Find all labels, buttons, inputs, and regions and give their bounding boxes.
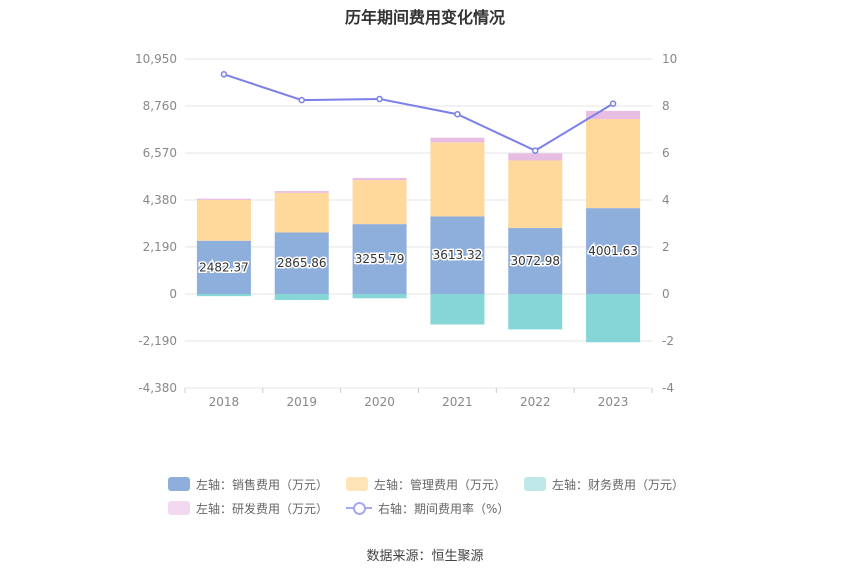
data-source: 数据来源：恒生聚源 [366, 549, 484, 564]
bar-segment-4-2018 [196, 198, 251, 200]
x-axis-category-label: 2018 [209, 395, 240, 409]
bar-segment-2-2021 [430, 142, 485, 217]
bar-segment-1-2020 [352, 224, 407, 294]
bar-data-label: 3072.98 [510, 254, 560, 268]
bar-segment-1-2022 [508, 228, 563, 294]
bar-data-label: 3255.79 [355, 252, 405, 266]
legend-item-rnd[interactable]: 左轴：研发费用（万元） [168, 500, 328, 517]
bar-segment-2-2023 [586, 119, 641, 209]
right-axis-tick-label: 4 [662, 193, 670, 207]
left-axis-tick-label: 10,950 [135, 52, 177, 66]
bar-segment-3-2022 [508, 294, 563, 330]
bar-segment-3-2021 [430, 294, 485, 325]
left-axis-tick-label: 6,570 [143, 146, 177, 160]
legend-label-admin: 左轴：管理费用（万元） [374, 477, 507, 492]
legend-label-rnd: 左轴：研发费用（万元） [196, 501, 329, 516]
rate-point [376, 95, 383, 103]
bar-segment-3-2020 [352, 294, 407, 299]
bar-segment-2-2022 [508, 160, 563, 229]
bar-segment-3-2018 [196, 294, 251, 297]
legend-item-sales[interactable]: 左轴：销售费用（万元） [168, 476, 328, 493]
legend-line-icon [346, 501, 373, 515]
left-axis-tick-label: 4,380 [143, 193, 177, 207]
left-axis-tick-label: -4,380 [138, 381, 177, 395]
bar-data-label: 2482.37 [199, 260, 249, 274]
right-axis-tick-label: 10 [662, 52, 677, 66]
legend-item-admin[interactable]: 左轴：管理费用（万元） [346, 476, 506, 493]
x-axis-category-label: 2021 [442, 395, 473, 409]
legend-swatch-admin [346, 477, 369, 491]
rate-point [532, 147, 539, 154]
x-axis-category-label: 2019 [286, 395, 317, 409]
left-axis-tick-label: 2,190 [143, 240, 177, 254]
legend-item-rate[interactable]: 右轴：期间费用率（%） [346, 500, 509, 517]
rate-point [220, 71, 228, 78]
legend-swatch-finance [524, 477, 547, 491]
bar-segment-4-2022 [508, 153, 563, 161]
legend-swatch-rnd [168, 501, 190, 515]
bar-segment-1-2018 [196, 240, 251, 294]
left-axis-tick-label: 0 [169, 287, 177, 301]
bar-segment-4-2019 [274, 191, 329, 193]
x-axis-category-label: 2023 [598, 395, 629, 409]
x-axis-category-label: 2020 [364, 395, 395, 409]
bar-data-label: 4001.63 [588, 244, 638, 258]
bar-segment-2-2018 [196, 199, 251, 241]
x-axis-category-label: 2022 [520, 395, 551, 409]
chart-legend: 左轴：销售费用（万元） 左轴：管理费用（万元） 左轴：财务费用（万元） 左轴：研… [168, 472, 708, 520]
bar-segment-2-2019 [274, 192, 329, 233]
bar-segment-1-2021 [430, 216, 485, 294]
bar-segment-3-2019 [274, 294, 329, 301]
right-axis-tick-label: -4 [662, 381, 674, 395]
right-axis-tick-label: 6 [662, 146, 670, 160]
left-axis-tick-label: 8,760 [143, 99, 177, 113]
bar-data-label: 3613.32 [433, 248, 483, 262]
right-axis-tick-label: 2 [662, 240, 670, 254]
right-axis-tick-label: -2 [662, 334, 674, 348]
legend-label-rate: 右轴：期间费用率（%） [378, 501, 510, 516]
bar-segment-4-2023 [586, 110, 641, 120]
bar-segment-4-2020 [352, 177, 407, 181]
rate-line [223, 73, 614, 152]
rate-point [609, 100, 617, 107]
rate-point [454, 110, 461, 118]
legend-label-sales: 左轴：销售费用（万元） [196, 477, 329, 492]
bar-segment-4-2021 [430, 137, 485, 143]
legend-label-finance: 左轴：财务费用（万元） [552, 477, 685, 492]
bar-data-label: 2865.86 [277, 256, 327, 270]
right-axis-tick-label: 0 [662, 287, 670, 301]
chart-title: 历年期间费用变化情况 [344, 8, 505, 27]
legend-item-finance[interactable]: 左轴：财务费用（万元） [524, 476, 684, 493]
legend-swatch-sales [168, 477, 190, 491]
bar-segment-1-2023 [586, 208, 641, 294]
bar-segment-1-2019 [274, 232, 329, 294]
left-axis-tick-label: -2,190 [138, 334, 177, 348]
bar-segment-3-2023 [586, 294, 641, 343]
rate-point [298, 96, 305, 104]
right-axis-tick-label: 8 [662, 99, 670, 113]
bar-segment-2-2020 [352, 180, 407, 225]
